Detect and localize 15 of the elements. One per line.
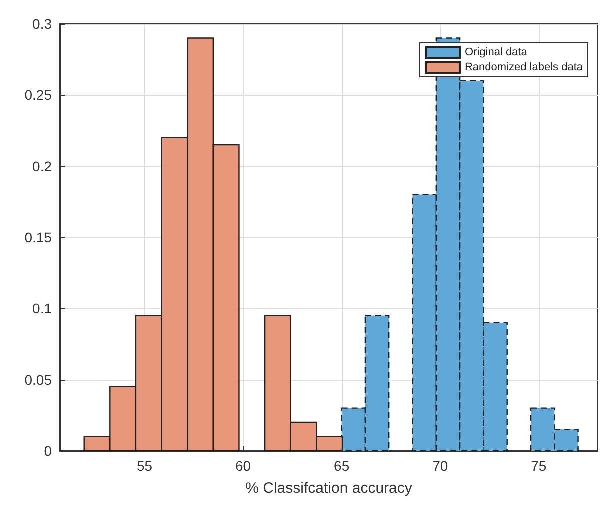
legend-label: Randomized labels data	[464, 62, 584, 74]
y-tick-label: 0.25	[24, 87, 52, 104]
x-tick-label: 75	[531, 458, 547, 474]
y-tick-label: 0.15	[24, 230, 52, 246]
y-tick-label: 0.3	[32, 16, 52, 32]
legend-label: Original data	[464, 46, 528, 58]
x-tick-label: 65	[334, 458, 350, 474]
y-tick-label: 0	[44, 443, 52, 459]
x-tick-label: 55	[136, 458, 153, 474]
y-tick-label: 0.1	[32, 300, 52, 317]
x-tick-label: 70	[432, 458, 448, 474]
y-tick-label: 0.05	[24, 372, 52, 388]
x-tick-label: 60	[235, 458, 252, 474]
y-tick-label: 0.2	[32, 158, 52, 174]
x-axis-title: % Classifcation accuracy	[246, 480, 413, 497]
